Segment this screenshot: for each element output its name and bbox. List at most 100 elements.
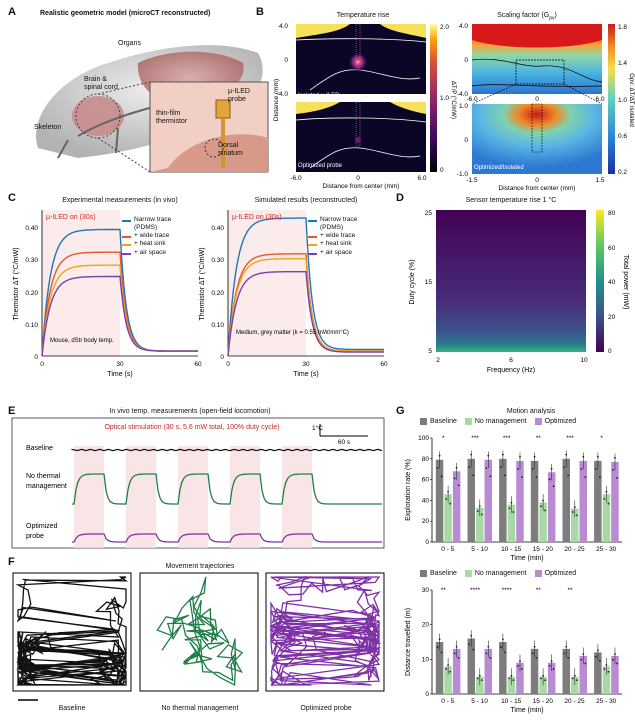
- g-bar: [547, 662, 556, 694]
- g-bar: [476, 507, 484, 542]
- svg-text:0: 0: [284, 57, 288, 64]
- g-xtick: 10 - 15: [501, 698, 522, 705]
- g-dot: [597, 649, 599, 652]
- c-series-3: [41, 275, 198, 357]
- e-row-none-1: No thermal: [26, 473, 61, 480]
- svg-text:15: 15: [425, 279, 433, 286]
- mouse-model-illustration: [36, 45, 269, 173]
- g-legend-bottom: Baseline No management Optimized: [420, 570, 576, 577]
- svg-text:1.0: 1.0: [440, 95, 449, 102]
- g-dot: [502, 638, 504, 641]
- legend-item: + wide trace: [122, 232, 171, 240]
- g-legend-swatch: [420, 570, 427, 577]
- trajectory-no-management: [156, 576, 244, 687]
- g-legend-item: Optimized: [534, 418, 576, 425]
- panel-label-g: G: [396, 405, 405, 417]
- d-heatmap-field: [436, 210, 586, 352]
- g-ylabel: Exploration rate (%): [405, 459, 412, 521]
- svg-text:1.8: 1.8: [618, 24, 627, 31]
- c-left-plot: μ-ILED on (30s) Mouse, dStr body temp. 0…: [12, 210, 202, 378]
- g-dot: [478, 505, 481, 507]
- g-bar: [594, 652, 602, 694]
- legend-swatch: [308, 244, 317, 247]
- g-dot: [571, 677, 574, 680]
- svg-text:25: 25: [425, 210, 433, 217]
- svg-text:5: 5: [428, 348, 432, 355]
- g-legend-top: Baseline No management Optimized: [420, 418, 576, 425]
- f-caption-optimized: Optimized probe: [300, 705, 352, 712]
- g-ylabel: Distance travelled (m): [405, 608, 412, 676]
- svg-text:2.0: 2.0: [440, 24, 449, 31]
- e-stim-window: [178, 446, 208, 548]
- g-bar: [594, 460, 602, 542]
- e-trace-no-management: [72, 473, 382, 505]
- f-trajectories: [12, 572, 385, 701]
- svg-text:1.4: 1.4: [618, 60, 627, 67]
- e-stim-window: [230, 446, 260, 548]
- g-dot: [453, 477, 456, 480]
- label-skeleton: Skeleton: [34, 124, 62, 131]
- g-dot: [521, 476, 523, 478]
- svg-text:0: 0: [535, 177, 539, 184]
- c-series-2: [227, 258, 384, 357]
- g-dot: [504, 651, 506, 654]
- scaling-bottom-map: [472, 104, 602, 174]
- svg-text:20: 20: [608, 314, 616, 321]
- g-dot: [597, 455, 599, 458]
- g-xlabel: Time (min): [510, 707, 543, 714]
- g-dot: [548, 478, 551, 481]
- g-dot: [605, 490, 608, 493]
- g-bar: [516, 460, 524, 542]
- scaling-factor-maps: 1.8 1.4 1.0 0.6 0.2 Gpv: ΔT/ΔT isolated …: [457, 23, 634, 192]
- g-bar: [547, 472, 556, 542]
- g-bar: [435, 459, 444, 542]
- g-dot: [500, 466, 502, 468]
- c-left-legend: Narrow trace (PDMS) + wide trace + heat si…: [122, 216, 171, 257]
- g-dot: [599, 659, 601, 662]
- g-xtick: 20 - 25: [564, 698, 585, 705]
- c-left-note: Mouse, dStr body temp.: [50, 338, 114, 344]
- g-legend-swatch: [534, 570, 542, 577]
- svg-text:1.0: 1.0: [618, 97, 627, 104]
- g-significance: **: [536, 435, 542, 442]
- g-dot: [614, 653, 616, 655]
- e-stim-window: [74, 446, 104, 548]
- svg-text:6.0: 6.0: [417, 175, 426, 182]
- g-dot: [603, 498, 606, 500]
- d-colorbar: [596, 210, 604, 352]
- svg-text:-6.0: -6.0: [466, 96, 478, 103]
- svg-text:0.40: 0.40: [25, 225, 38, 232]
- g-legend-swatch: [464, 418, 472, 425]
- svg-text:2: 2: [436, 357, 440, 364]
- e-scale-time: 60 s: [338, 439, 351, 446]
- legend-item: Narrow trace (PDMS): [308, 216, 357, 232]
- g-bar: [539, 502, 547, 542]
- g-dot: [563, 652, 566, 655]
- g-bar: [530, 460, 539, 542]
- g-dot: [565, 453, 568, 456]
- g-significance: ****: [470, 587, 481, 594]
- g-dot: [612, 469, 614, 471]
- g-xtick: 10 - 15: [501, 546, 522, 553]
- panel-label-b: B: [256, 6, 264, 18]
- e-row-opt-1: Optimized: [26, 523, 58, 530]
- g-dot: [603, 668, 606, 670]
- svg-text:30: 30: [302, 361, 310, 368]
- g-dot: [445, 668, 447, 670]
- e-row-opt-2: probe: [26, 533, 44, 540]
- svg-text:0: 0: [356, 175, 360, 182]
- g-dot: [584, 662, 587, 665]
- g-dot: [544, 679, 546, 681]
- c-left-stim-label: μ-ILED on (30s): [46, 214, 96, 221]
- g-dot: [616, 477, 618, 479]
- svg-text:40: 40: [608, 279, 616, 286]
- svg-text:0: 0: [226, 361, 230, 368]
- g-significance: **: [441, 587, 447, 594]
- svg-text:0: 0: [464, 57, 468, 64]
- g-dot: [582, 455, 585, 458]
- legend-swatch: [308, 252, 317, 255]
- g-xlabel: Time (min): [510, 555, 543, 562]
- svg-text:60: 60: [608, 245, 616, 252]
